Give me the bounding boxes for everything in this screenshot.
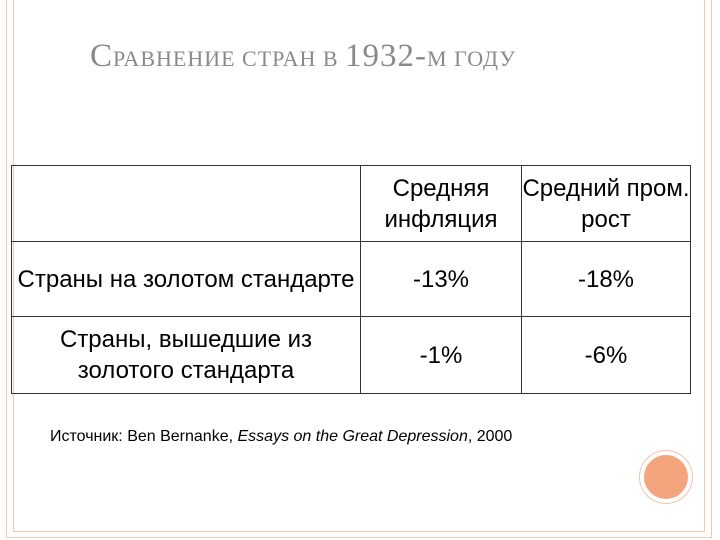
header-cell-inflation: Средняя инфляция bbox=[360, 165, 522, 242]
decorative-circle bbox=[640, 451, 692, 503]
header-cell-empty bbox=[11, 165, 361, 242]
title-suffix: м году bbox=[427, 46, 516, 71]
row-label: Страны, вышедшие из золотого стандарта bbox=[11, 316, 361, 394]
inflation-value: -1% bbox=[360, 316, 522, 394]
table-row: Страны на золотом стандарте -13% -18% bbox=[11, 241, 691, 317]
title-first-letter: С bbox=[90, 38, 114, 74]
row-label: Страны на золотом стандарте bbox=[11, 241, 361, 317]
comparison-table: Средняя инфляция Средний пром. рост Стра… bbox=[11, 165, 691, 394]
header-cell-growth: Средний пром. рост bbox=[521, 165, 691, 242]
slide-frame-outer bbox=[6, 0, 712, 538]
source-note: Источник: Ben Bernanke, Essays on the Gr… bbox=[50, 428, 512, 446]
growth-value: -18% bbox=[521, 241, 691, 317]
title-year: 1932- bbox=[345, 38, 428, 74]
source-prefix: Источник: Ben Bernanke, bbox=[50, 428, 238, 445]
table-row: Страны, вышедшие из золотого стандарта -… bbox=[11, 316, 691, 394]
growth-value: -6% bbox=[521, 316, 691, 394]
source-suffix: , 2000 bbox=[467, 428, 513, 445]
inflation-value: -13% bbox=[360, 241, 522, 317]
slide-title: Сравнение стран в 1932-м году bbox=[90, 38, 690, 75]
source-book: Essays on the Great Depression bbox=[237, 428, 468, 445]
table-header-row: Средняя инфляция Средний пром. рост bbox=[11, 165, 691, 242]
title-rest: равнение стран в bbox=[113, 46, 346, 71]
